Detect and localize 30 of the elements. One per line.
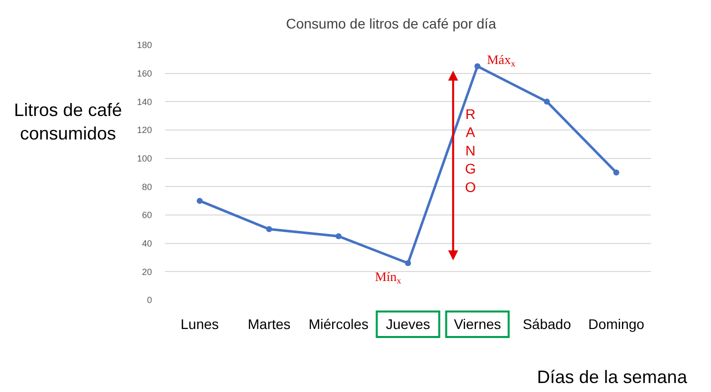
y-tick-label: 80 xyxy=(142,182,152,192)
y-tick-label: 120 xyxy=(136,125,152,136)
y-tick-label: 180 xyxy=(136,40,152,50)
x-tick-label: Martes xyxy=(248,316,291,332)
point xyxy=(474,63,480,70)
y-tick-label: 20 xyxy=(142,266,152,277)
point xyxy=(613,170,620,176)
x-tick-label: Viernes xyxy=(454,316,502,332)
point xyxy=(266,226,272,232)
y-tick-label: 60 xyxy=(142,210,152,220)
x-tick-label: Lunes xyxy=(180,316,219,332)
y-tick-label: 100 xyxy=(136,153,152,164)
x-tick-label: Jueves xyxy=(386,316,430,332)
x-tick-label: Sábado xyxy=(522,316,572,332)
annotation: RANGO xyxy=(465,106,476,195)
annotation: Máx$_{x}$ xyxy=(487,52,516,69)
annotation: Mín$_{x}$ xyxy=(375,269,402,286)
y-tick-label: 0 xyxy=(146,295,152,306)
y-tick-label: 140 xyxy=(136,96,152,107)
y-tick-label: 40 xyxy=(142,238,152,248)
point xyxy=(544,98,550,105)
y-axis-title: Litros de café consumidos xyxy=(14,100,122,144)
point xyxy=(405,260,411,266)
x-axis-title: Días de la semana xyxy=(537,367,688,387)
y-tick-label: 160 xyxy=(136,68,152,78)
point xyxy=(196,198,203,204)
point xyxy=(336,233,342,240)
x-tick-label: Domingo xyxy=(588,316,645,332)
chart-title: Consumo de litros de café por día xyxy=(286,15,496,32)
x-tick-label: Miércoles xyxy=(308,316,369,332)
